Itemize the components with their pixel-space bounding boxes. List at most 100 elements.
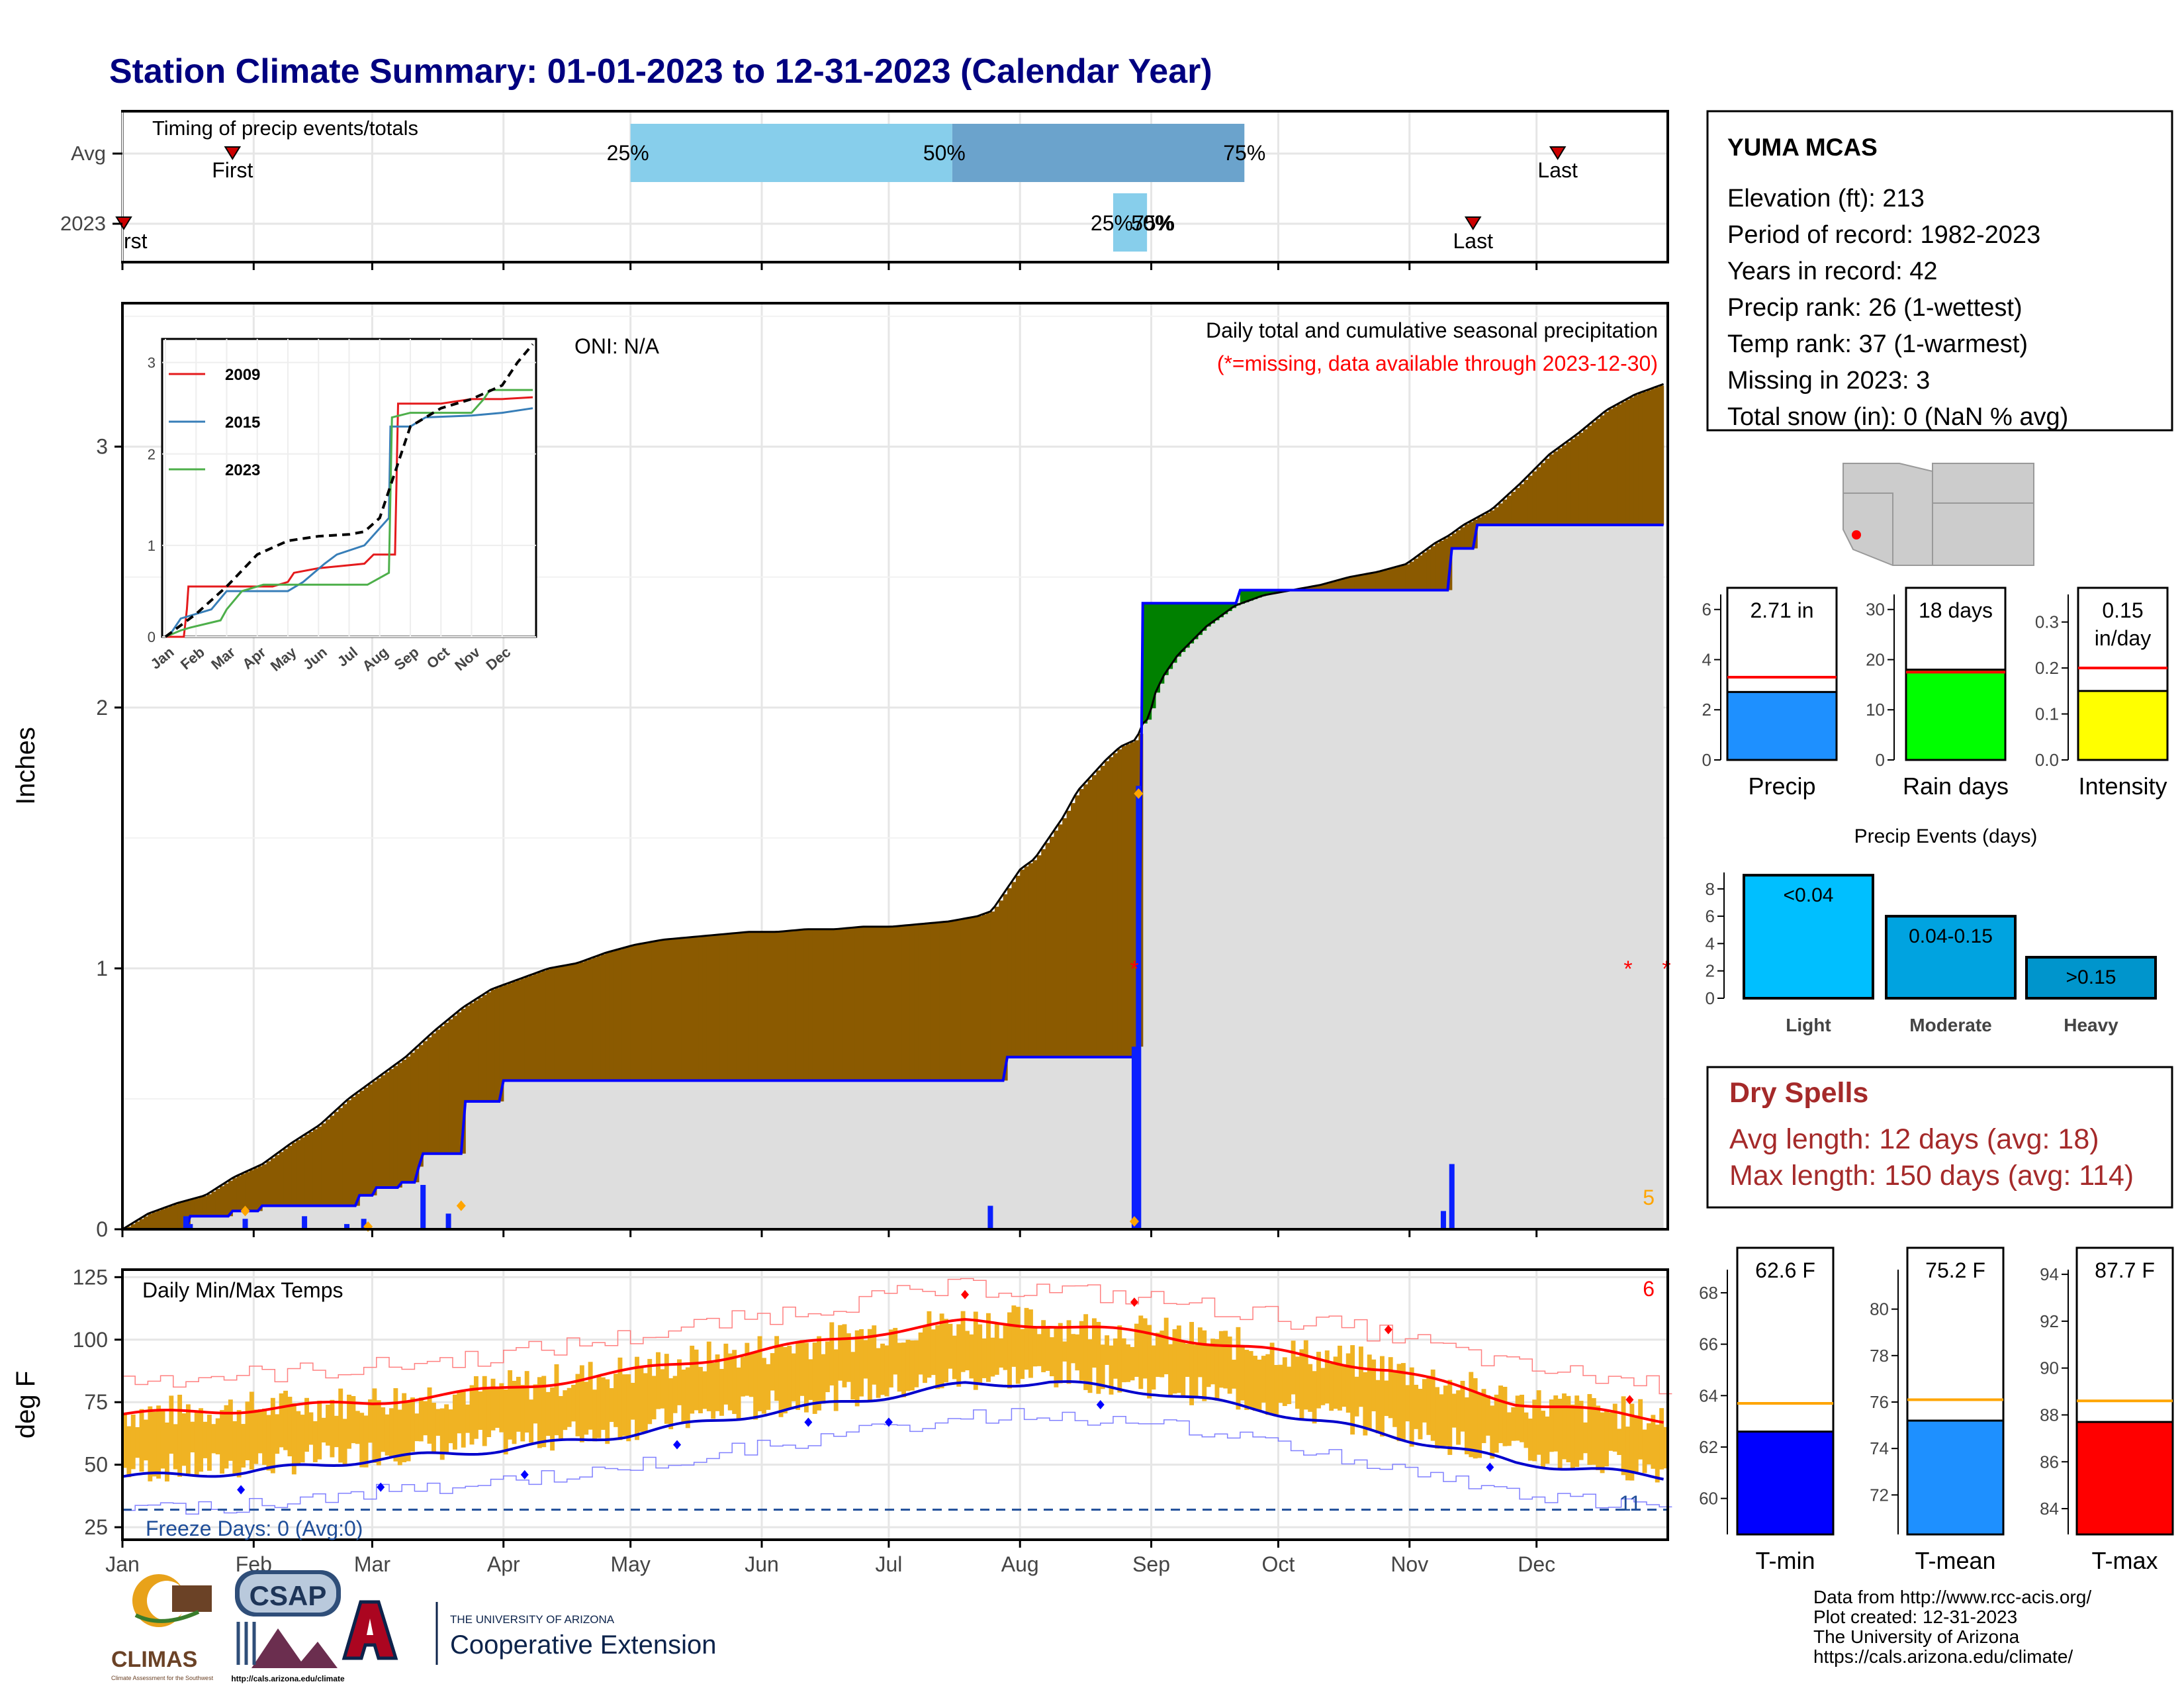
daily-temp-bar [617, 1357, 623, 1440]
deficit-sliver [432, 1033, 436, 1154]
deficit-sliver [1570, 439, 1575, 525]
deficit-sliver [1050, 837, 1054, 1057]
deficit-sliver [897, 926, 902, 1081]
deficit-sliver [439, 1026, 445, 1154]
tmax-summary-tick-label: 92 [2040, 1311, 2059, 1331]
deficit-sliver [643, 943, 648, 1081]
daily-temp-bar [685, 1367, 690, 1429]
deficit-sliver [1456, 530, 1461, 549]
record-event-marker [456, 1200, 466, 1211]
daily-temp-bar [457, 1390, 462, 1434]
daily-temp-bar [1350, 1345, 1355, 1435]
daily-temp-bar [600, 1377, 606, 1430]
intensity-summary-value-label: in/day [2095, 626, 2151, 650]
station-line-1: Elevation (ft): 213 [1727, 185, 1925, 212]
daily-precip-bar [1131, 1047, 1137, 1229]
surplus-sliver [1168, 603, 1173, 669]
daily-temp-bar [719, 1368, 724, 1416]
daily-temp-bar [1206, 1345, 1211, 1387]
daily-temp-bar [423, 1401, 428, 1436]
deficit-sliver [918, 924, 923, 1081]
deficit-sliver [334, 1111, 339, 1206]
deficit-sliver [677, 938, 682, 1081]
deficit-sliver [990, 911, 995, 1081]
deficit-sliver [1464, 524, 1469, 549]
daily-temp-bar [275, 1414, 280, 1454]
deficit-sliver [698, 936, 704, 1081]
temp-ytick-label: 50 [84, 1453, 108, 1477]
deficit-sliver [651, 941, 657, 1081]
freeze-days-label: Freeze Days: 0 (Avg:0) [146, 1517, 363, 1540]
record-low-marker [237, 1485, 246, 1495]
daily-temp-bar [169, 1395, 174, 1454]
events-title: Precip Events (days) [1854, 825, 2038, 847]
daily-temp-bar [817, 1336, 822, 1411]
daily-precip-bar [445, 1213, 451, 1229]
deficit-sliver [1007, 888, 1013, 1057]
daily-temp-bar [1163, 1317, 1169, 1375]
daily-temp-bar [1054, 1327, 1059, 1387]
deficit-sliver [1451, 533, 1457, 549]
deficit-sliver [1032, 860, 1038, 1057]
deficit-sliver [1121, 746, 1126, 1057]
deficit-sliver [1659, 385, 1664, 525]
events-bar-label: <0.04 [1784, 884, 1834, 906]
deficit-sliver [156, 1210, 161, 1229]
daily-temp-bar [635, 1356, 639, 1440]
daily-temp-bar [199, 1408, 204, 1472]
daily-temp-bar [681, 1369, 686, 1423]
daily-temp-bar [368, 1399, 373, 1443]
deficit-sliver [571, 964, 576, 1081]
daily-temp-bar [1490, 1405, 1495, 1459]
daily-temp-bar [1379, 1356, 1385, 1437]
deficit-sliver [994, 906, 999, 1081]
avg-p25-label: 25% [607, 141, 649, 165]
daily-temp-bar [761, 1358, 766, 1414]
deficit-sliver [1418, 555, 1423, 590]
tmax-summary-tick-label: 90 [2040, 1358, 2059, 1378]
daily-temp-bar [736, 1367, 741, 1421]
tmin-summary: 60 62 64 66 68 62.6 F T-min [1699, 1246, 1835, 1574]
deficit-sliver [1633, 395, 1639, 525]
daily-temp-bar [656, 1352, 660, 1409]
daily-temp-bar [1545, 1416, 1550, 1464]
deficit-sliver [1333, 581, 1338, 590]
daily-temp-bar [164, 1422, 169, 1482]
deficit-sliver [452, 1015, 457, 1154]
intensity-summary-value-label: 0.15 [2102, 598, 2143, 622]
daily-temp-bar [1295, 1356, 1300, 1409]
daily-temp-bar [291, 1403, 296, 1475]
deficit-sliver [656, 941, 661, 1081]
footer-line-2: Plot created: 12-31-2023 [1813, 1607, 2017, 1627]
daily-temp-bar [614, 1374, 618, 1427]
deficit-sliver [986, 913, 991, 1081]
precip-summary: 0 2 4 6 2.71 in Precip [1702, 586, 1838, 800]
daily-temp-bar [414, 1413, 420, 1442]
precip-ylabel: Inches [11, 727, 40, 805]
dry-spells-title: Dry Spells [1729, 1077, 1868, 1109]
record-low-marker [377, 1482, 385, 1492]
deficit-sliver [1562, 445, 1567, 525]
daily-temp-bar [944, 1319, 948, 1383]
cold-count: 11 [1619, 1491, 1641, 1515]
missing-note: (*=missing, data available through 2023-… [1217, 352, 1658, 375]
daily-temp-bar [1291, 1340, 1296, 1395]
deficit-sliver [1532, 471, 1537, 525]
surplus-sliver [1151, 603, 1156, 708]
deficit-sliver [296, 1140, 301, 1206]
tmax-summary: 84 86 88 90 92 94 87.7 F T-max [2040, 1246, 2174, 1574]
deficit-sliver [321, 1123, 326, 1206]
intensity-summary-name: Intensity [2078, 773, 2167, 800]
daily-temp-bar [1045, 1328, 1050, 1371]
daily-temp-bar [1151, 1345, 1156, 1390]
rain-days-summary-name: Rain days [1903, 773, 2009, 800]
temp-ytick-label: 100 [73, 1328, 108, 1352]
month-label-mar: Mar [354, 1552, 390, 1576]
deficit-sliver [1096, 770, 1101, 1057]
surplus-sliver [1223, 603, 1228, 614]
daily-temp-bar [545, 1391, 551, 1436]
deficit-sliver [266, 1161, 271, 1206]
deficit-sliver [232, 1178, 238, 1211]
deficit-sliver [1494, 507, 1499, 525]
daily-temp-bar [1176, 1325, 1181, 1393]
